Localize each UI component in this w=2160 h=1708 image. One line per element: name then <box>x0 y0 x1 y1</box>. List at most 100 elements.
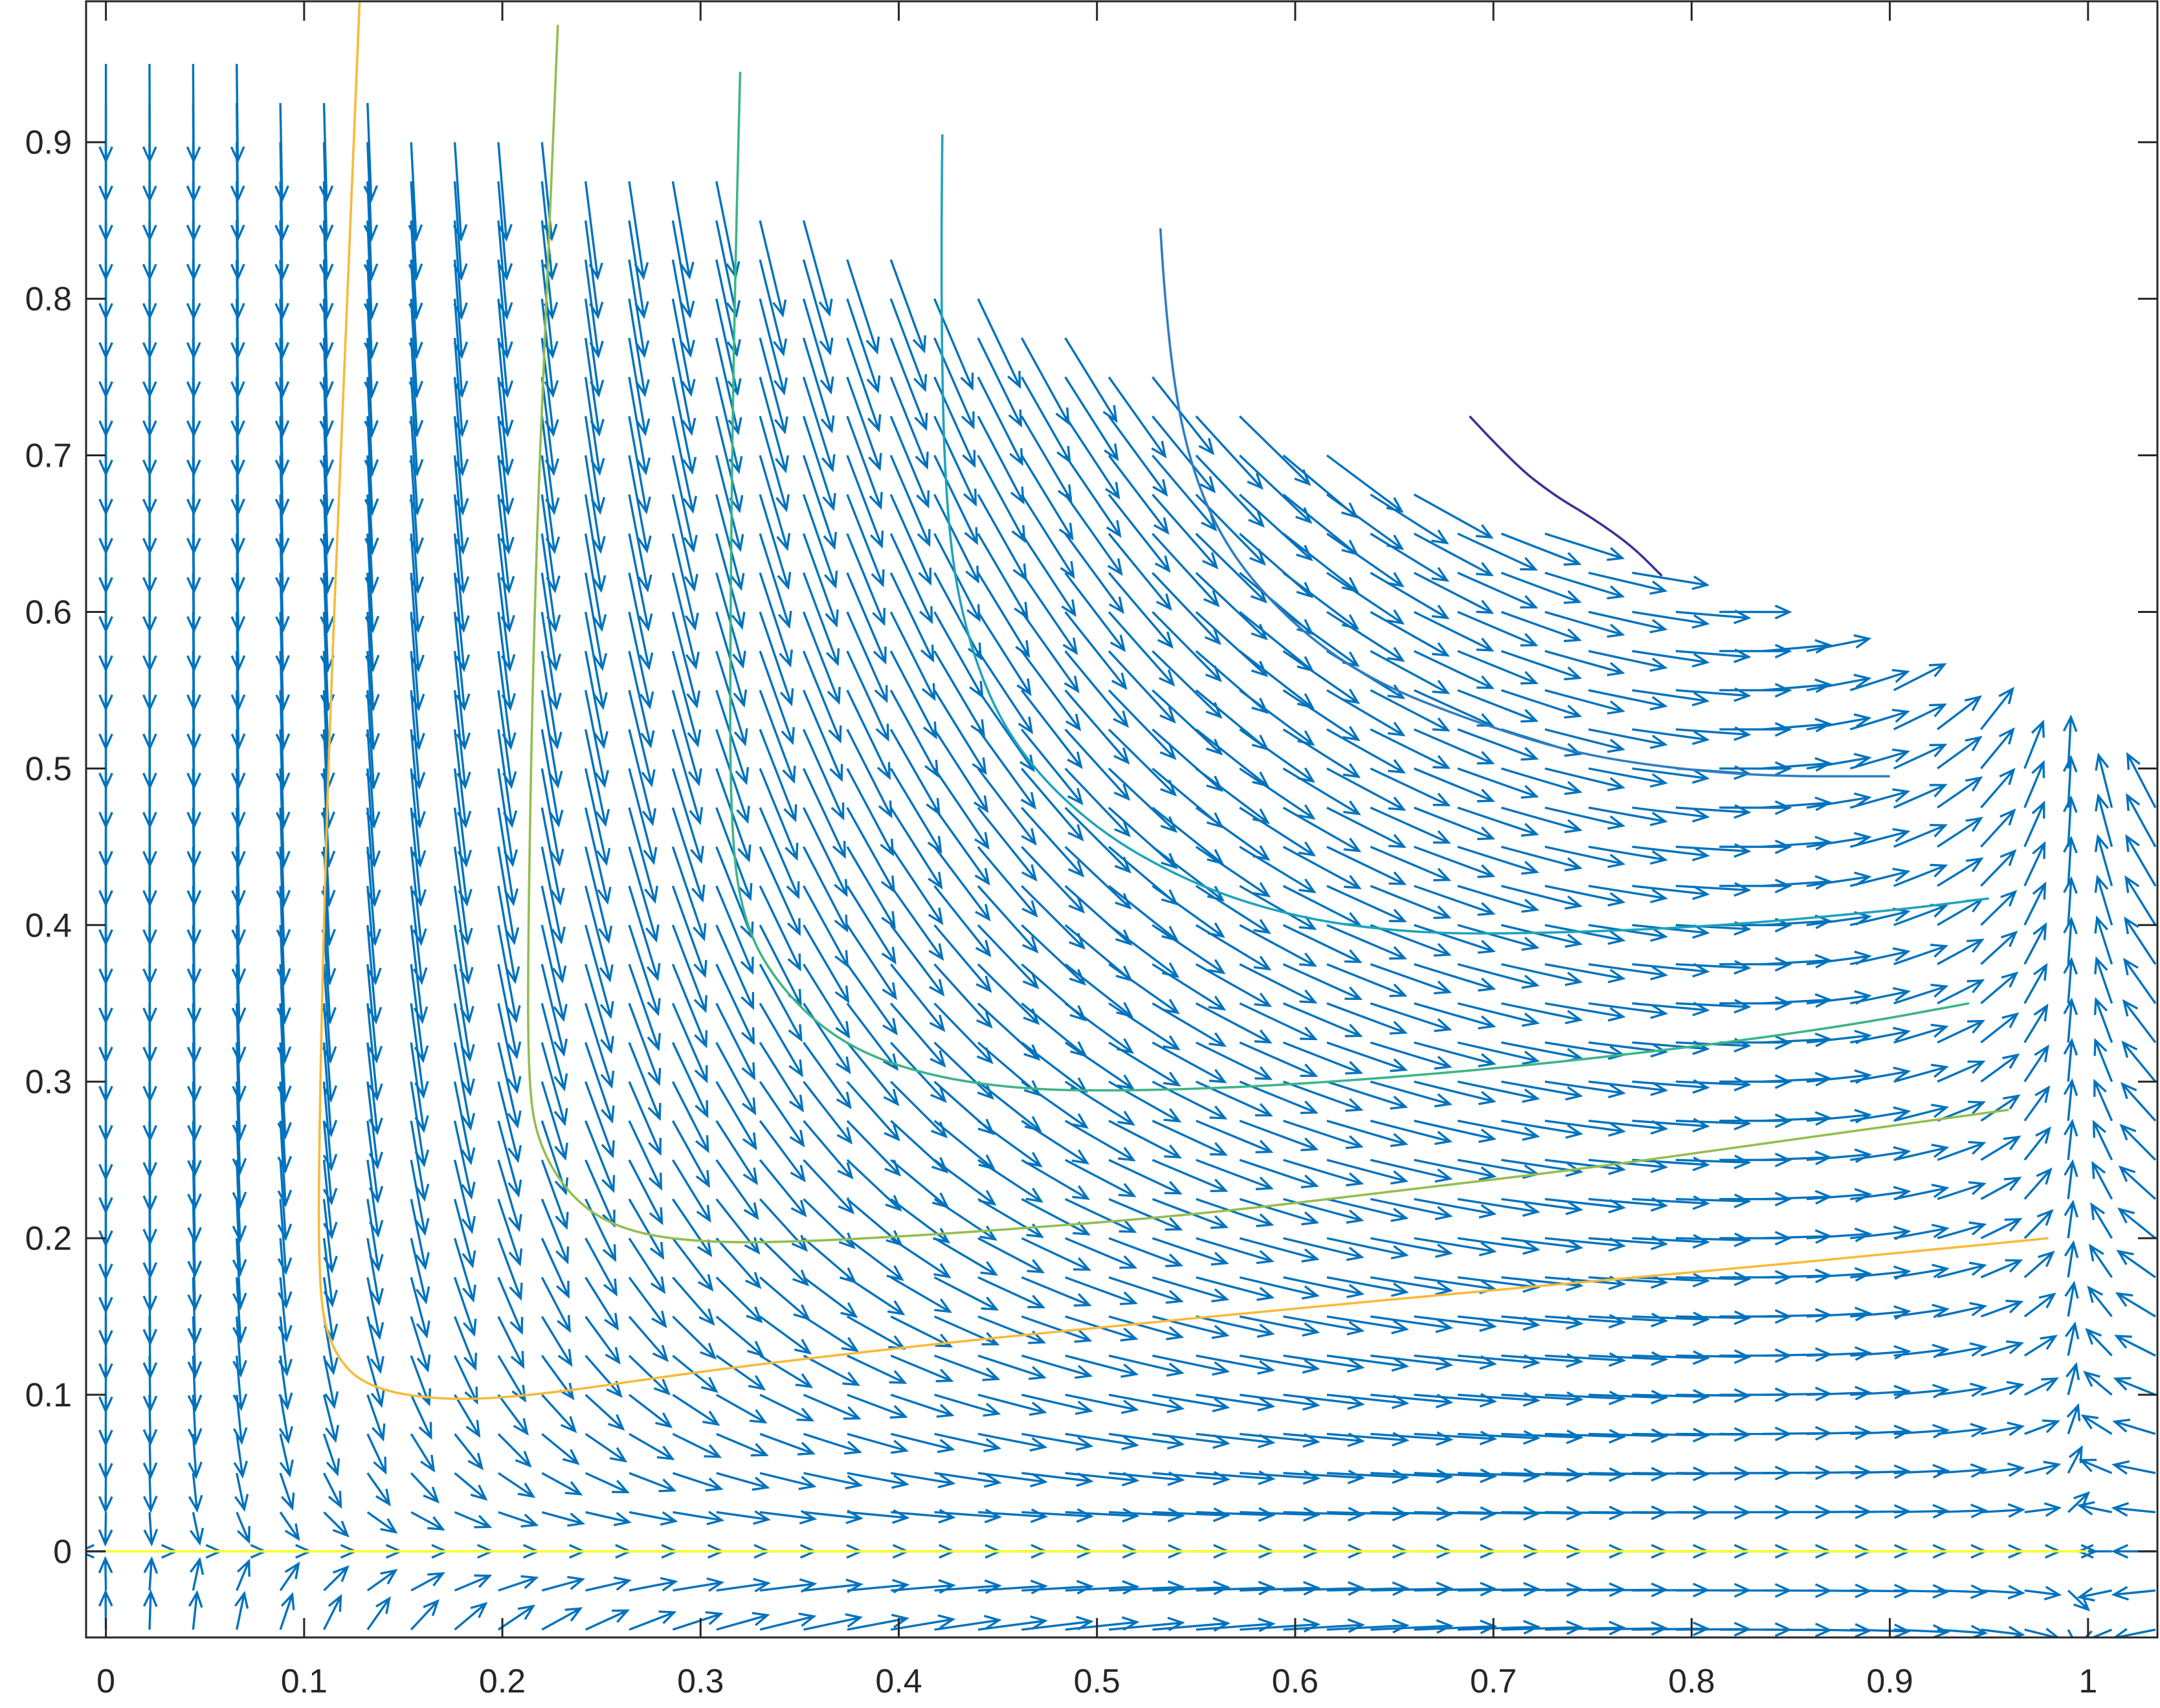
vector-arrow <box>453 377 469 477</box>
vector-arrow <box>2120 1081 2157 1122</box>
vector-arrow <box>1414 963 1497 992</box>
vector-arrow <box>1108 650 1176 724</box>
vector-arrow <box>1065 1237 1138 1269</box>
vector-arrow <box>846 729 893 819</box>
vector-arrow <box>1588 885 1668 904</box>
vector-arrow <box>1937 1302 1988 1318</box>
vector-arrow <box>1020 454 1074 541</box>
vector-arrow <box>1675 960 1752 975</box>
vector-arrow <box>585 885 614 983</box>
vector-arrow <box>409 494 425 594</box>
vector-arrow <box>363 220 379 320</box>
vector-arrow <box>977 298 1021 389</box>
vector-arrow <box>1064 454 1122 538</box>
vector-arrow <box>977 1354 1047 1381</box>
vector-arrow <box>1544 1002 1626 1022</box>
vector-arrow <box>1588 689 1668 711</box>
vector-arrow <box>933 768 990 850</box>
vector-arrow <box>846 377 882 471</box>
vector-arrow <box>2067 1629 2074 1637</box>
vector-arrow <box>1413 533 1494 577</box>
vector-arrow <box>143 1512 159 1547</box>
vector-arrow <box>540 1276 571 1333</box>
trajectory-line <box>1469 415 1663 577</box>
vector-arrow <box>1457 1041 1540 1065</box>
vector-arrow <box>1850 987 1911 1004</box>
vector-arrow <box>628 181 649 280</box>
vector-arrow <box>2063 916 2078 964</box>
vector-arrow <box>846 572 887 665</box>
vector-arrow <box>98 1512 113 1547</box>
vector-arrow <box>671 377 697 475</box>
vector-arrow <box>977 1120 1043 1168</box>
vector-arrow <box>2117 1207 2157 1239</box>
vector-arrow <box>1806 792 1872 809</box>
vector-arrow <box>541 1575 586 1592</box>
vector-arrow <box>628 533 653 632</box>
vector-arrow <box>1544 1197 1627 1214</box>
vector-arrow <box>2080 1414 2113 1435</box>
vector-arrow <box>2023 1044 2049 1083</box>
vector-arrow <box>977 611 1032 696</box>
vector-arrow <box>1414 1619 1498 1634</box>
vector-arrow <box>847 1472 909 1489</box>
vector-arrow <box>322 1355 339 1410</box>
vector-arrow <box>277 1237 293 1309</box>
vector-arrow <box>715 1003 756 1081</box>
vector-arrow <box>1282 845 1362 889</box>
vector-arrow <box>1893 784 1948 809</box>
vector-arrow <box>759 1276 811 1321</box>
vector-arrow <box>628 1276 667 1329</box>
vector-arrow <box>1414 1159 1497 1181</box>
vector-arrow <box>234 1472 249 1513</box>
vector-arrow <box>890 1354 954 1382</box>
y-tick-label: 0.7 <box>25 438 72 475</box>
vector-arrow <box>366 768 381 869</box>
vector-arrow <box>715 1315 764 1357</box>
x-tick-label: 0.5 <box>1074 1663 1120 1700</box>
vector-arrow <box>2094 834 2113 887</box>
vector-arrow <box>2076 1501 2112 1516</box>
vector-arrow <box>759 1612 817 1631</box>
vector-arrow <box>277 1042 292 1140</box>
vector-arrow <box>1632 1272 1710 1288</box>
vector-arrow <box>1152 650 1223 719</box>
vector-arrow <box>629 1472 677 1492</box>
vector-arrow <box>1544 767 1626 792</box>
vector-arrow <box>1326 806 1407 848</box>
vector-arrow <box>802 729 845 821</box>
vector-arrow <box>846 337 882 432</box>
vector-arrow <box>1457 610 1539 647</box>
vector-arrow <box>2093 1037 2113 1082</box>
vector-arrow <box>889 963 946 1032</box>
vector-arrow <box>1980 687 2014 730</box>
vector-arrow <box>890 1614 956 1631</box>
vector-arrow <box>2094 915 2113 965</box>
vector-arrow <box>1980 930 2018 966</box>
vector-arrow <box>715 885 754 975</box>
vector-arrow <box>1893 1144 1950 1161</box>
vector-arrow <box>1850 1146 1911 1161</box>
vector-arrow <box>715 416 744 513</box>
vector-arrow <box>1980 1094 2021 1122</box>
vector-arrow <box>279 1472 295 1511</box>
vector-arrow <box>1370 885 1452 919</box>
vector-arrow <box>2023 800 2045 848</box>
vector-arrow <box>365 690 381 790</box>
vector-arrow <box>2116 1249 2156 1278</box>
vector-arrow <box>890 1237 952 1279</box>
vector-arrow <box>846 1081 900 1142</box>
vector-arrow <box>671 807 706 903</box>
vector-arrow <box>410 1599 440 1631</box>
vector-arrow <box>453 1042 476 1131</box>
vector-arrow <box>2064 1280 2079 1317</box>
x-tick-label: 0.2 <box>479 1663 526 1700</box>
vector-arrow <box>715 729 750 824</box>
vector-arrow <box>1152 1432 1230 1449</box>
vector-arrow <box>585 1042 615 1124</box>
vector-arrow <box>846 1003 899 1071</box>
vector-arrow <box>541 1472 583 1496</box>
vector-arrow <box>1020 572 1078 656</box>
vector-arrow <box>802 377 836 472</box>
vector-arrow <box>1239 1393 1320 1411</box>
